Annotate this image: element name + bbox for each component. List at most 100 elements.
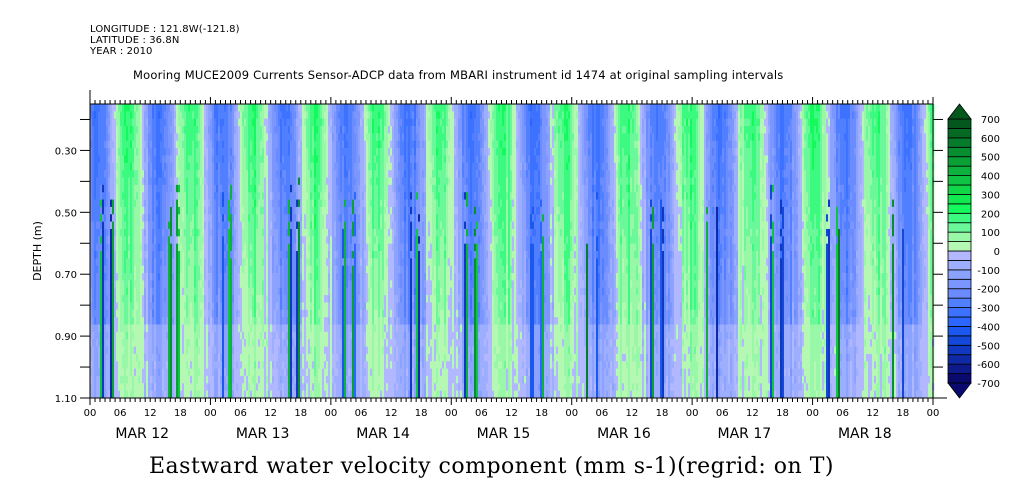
heatmap-cell [182,287,185,296]
heatmap-cell [364,375,367,384]
heatmap-cell [682,199,685,266]
heatmap-cell [576,331,579,377]
heatmap-cell [248,346,251,355]
heatmap-cell [496,353,499,369]
heatmap-cell [478,390,481,399]
heatmap-cell [696,111,699,119]
heatmap-cell [358,162,361,171]
heatmap-cell [174,324,177,399]
heatmap-cell [754,104,757,186]
heatmap-cell [538,265,541,325]
heatmap-cell [408,258,411,325]
heatmap-cell [156,206,159,215]
heatmap-cell [444,184,447,193]
heatmap-cell [596,236,599,252]
heatmap-cell [894,339,897,355]
heatmap-cell [386,104,389,164]
heatmap-cell [216,184,219,193]
heatmap-cell [714,324,717,362]
heatmap-cell [740,317,743,347]
heatmap-cell [412,295,415,303]
heatmap-cell [442,140,445,230]
heatmap-cell [882,295,885,318]
heatmap-cell [92,104,95,112]
heatmap-cell [644,118,647,171]
heatmap-cell [128,280,131,325]
heatmap-cell [552,155,555,208]
heatmap-cell [726,118,729,127]
heatmap-cell [534,170,537,215]
heatmap-cell [766,162,769,200]
heatmap-cell [482,192,485,215]
heatmap-cell [822,309,825,325]
heatmap-cell [390,324,393,340]
heatmap-cell [210,140,213,215]
heatmap-cell [294,214,297,222]
heatmap-cell [886,368,889,399]
heatmap-cell [410,199,413,208]
heatmap-cell [910,162,913,171]
heatmap-cell [548,251,551,259]
heatmap-cell [318,309,321,318]
heatmap-cell [504,295,507,303]
heatmap-cell [622,199,625,208]
heatmap-cell [410,155,413,164]
heatmap-cell [608,317,611,325]
heatmap-cell [344,199,347,208]
heatmap-cell [806,383,809,391]
heatmap-cell [602,243,605,259]
heatmap-cell [496,148,499,156]
heatmap-cell [818,309,821,325]
heatmap-cell [224,368,227,377]
heatmap-cell [220,280,223,303]
heatmap-cell [386,162,389,178]
heatmap-cell [334,104,337,112]
heatmap-cell [106,353,109,399]
heatmap-cell [588,148,591,156]
heatmap-cell [404,177,407,193]
heatmap-cell [310,265,313,274]
heatmap-cell [458,324,461,340]
heatmap-cell [270,192,273,200]
heatmap-cell [144,199,147,208]
heatmap-cell [372,228,375,252]
heatmap-cell [198,236,201,266]
heatmap-cell [640,265,643,355]
heatmap-cell [312,155,315,164]
heatmap-cell [400,251,403,266]
heatmap-cell [650,199,653,208]
heatmap-cell [504,104,507,112]
heatmap-cell [336,353,339,362]
heatmap-cell [316,133,319,156]
heatmap-cell [394,192,397,208]
heatmap-cell [376,140,379,149]
heatmap-cell [518,390,521,399]
heatmap-cell [474,228,477,237]
heatmap-cell [430,368,433,399]
heatmap-cell [674,104,677,119]
heatmap-cell [598,273,601,289]
heatmap-cell [286,214,289,230]
heatmap-cell [722,206,725,215]
heatmap-cell [314,375,317,399]
heatmap-cell [594,258,597,311]
heatmap-cell [198,265,201,281]
heatmap-cell [532,104,535,208]
heatmap-cell [376,309,379,399]
heatmap-cell [474,258,477,399]
heatmap-cell [154,236,157,244]
heatmap-cell [136,126,139,134]
heatmap-cell [734,118,737,142]
heatmap-cell [438,353,441,362]
heatmap-cell [600,339,603,355]
heatmap-cell [224,390,227,399]
heatmap-cell [870,199,873,244]
heatmap-cell [570,324,573,355]
heatmap-cell [696,383,699,391]
heatmap-cell [418,118,421,127]
heatmap-cell [96,346,99,377]
heatmap-cell [424,324,427,384]
heatmap-cell [410,162,413,178]
heatmap-cell [318,368,321,384]
heatmap-cell [524,383,527,399]
